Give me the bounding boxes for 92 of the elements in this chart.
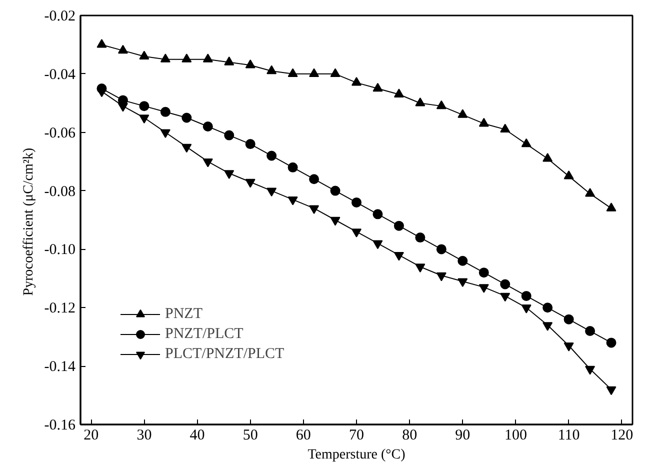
- point: [585, 188, 596, 197]
- point: [542, 322, 553, 331]
- y-tick-label: -0.16: [44, 418, 76, 434]
- y-tick-label: -0.02: [44, 8, 76, 24]
- point: [372, 240, 383, 250]
- point: [564, 170, 574, 180]
- point: [266, 65, 277, 74]
- point: [160, 54, 170, 62]
- x-tick-label: 70: [349, 428, 364, 444]
- point: [224, 170, 234, 179]
- point: [500, 292, 510, 302]
- x-tick-label: 110: [558, 428, 580, 444]
- point: [139, 50, 150, 60]
- point: [160, 106, 170, 117]
- point: [585, 366, 596, 375]
- y-tick-label: -0.12: [44, 300, 76, 317]
- point: [585, 326, 596, 336]
- y-tick-label: -0.10: [44, 242, 76, 258]
- point: [330, 68, 340, 78]
- point: [415, 97, 426, 106]
- point: [394, 220, 404, 231]
- point: [96, 39, 107, 48]
- y-tick-label: -0.04: [44, 66, 76, 83]
- x-tick-label: 120: [610, 428, 634, 444]
- point: [394, 88, 404, 98]
- point: [139, 101, 150, 112]
- point: [224, 56, 234, 66]
- point: [309, 205, 320, 214]
- point: [224, 130, 234, 140]
- point: [415, 264, 426, 272]
- point: [372, 82, 383, 92]
- point: [436, 100, 446, 110]
- point: [245, 139, 256, 150]
- point: [436, 272, 446, 282]
- y-axis-title: Pyrocoefficient (μC/cm²k): [21, 147, 36, 296]
- x-tick-label: 60: [296, 428, 311, 444]
- x-tick-label: 40: [190, 428, 205, 444]
- point: [309, 68, 320, 78]
- x-tick-label: 90: [455, 428, 470, 444]
- point: [478, 284, 489, 293]
- point: [202, 122, 213, 132]
- point: [182, 54, 192, 62]
- point: [288, 162, 298, 172]
- point: [352, 228, 362, 238]
- point: [458, 109, 468, 118]
- point: [352, 76, 362, 86]
- x-tick-label: 80: [402, 428, 418, 444]
- point: [288, 68, 298, 78]
- point: [330, 216, 340, 226]
- x-tick-label: 20: [84, 428, 99, 444]
- point: [352, 197, 362, 208]
- y-tick-label: -0.06: [44, 125, 76, 142]
- y-tick-label: -0.08: [44, 184, 76, 200]
- point: [478, 118, 489, 127]
- point: [500, 124, 510, 133]
- point: [245, 59, 256, 68]
- point: [478, 268, 489, 278]
- point: [372, 209, 383, 220]
- point: [202, 158, 213, 168]
- point: [564, 342, 574, 352]
- point: [415, 232, 426, 243]
- point: [330, 186, 340, 196]
- point: [458, 278, 468, 288]
- point: [436, 244, 446, 254]
- point: [542, 302, 553, 313]
- legend-label: PNZT/PLCT: [165, 326, 244, 342]
- point: [266, 188, 277, 196]
- x-tick-label: 30: [136, 428, 152, 444]
- point: [521, 304, 532, 314]
- point: [182, 112, 192, 123]
- point: [202, 54, 213, 62]
- point: [606, 386, 616, 396]
- point: [245, 178, 256, 188]
- point: [542, 152, 553, 162]
- point: [288, 196, 298, 206]
- point: [458, 256, 468, 266]
- point: [564, 314, 574, 324]
- y-tick-label: -0.14: [44, 359, 76, 376]
- point: [266, 150, 277, 161]
- point: [394, 252, 404, 261]
- point: [118, 44, 128, 54]
- point: [606, 202, 616, 212]
- x-tick-label: 100: [504, 428, 527, 444]
- point: [309, 174, 320, 184]
- point: [500, 279, 510, 290]
- legend-label: PNZT: [165, 306, 202, 322]
- x-tick-label: 50: [242, 428, 258, 444]
- point: [606, 338, 616, 348]
- point: [521, 138, 532, 148]
- legend-label: PLCT/PNZT/PLCT: [165, 346, 284, 362]
- x-axis-title: Tempersture (°C): [308, 448, 406, 462]
- point: [521, 290, 532, 301]
